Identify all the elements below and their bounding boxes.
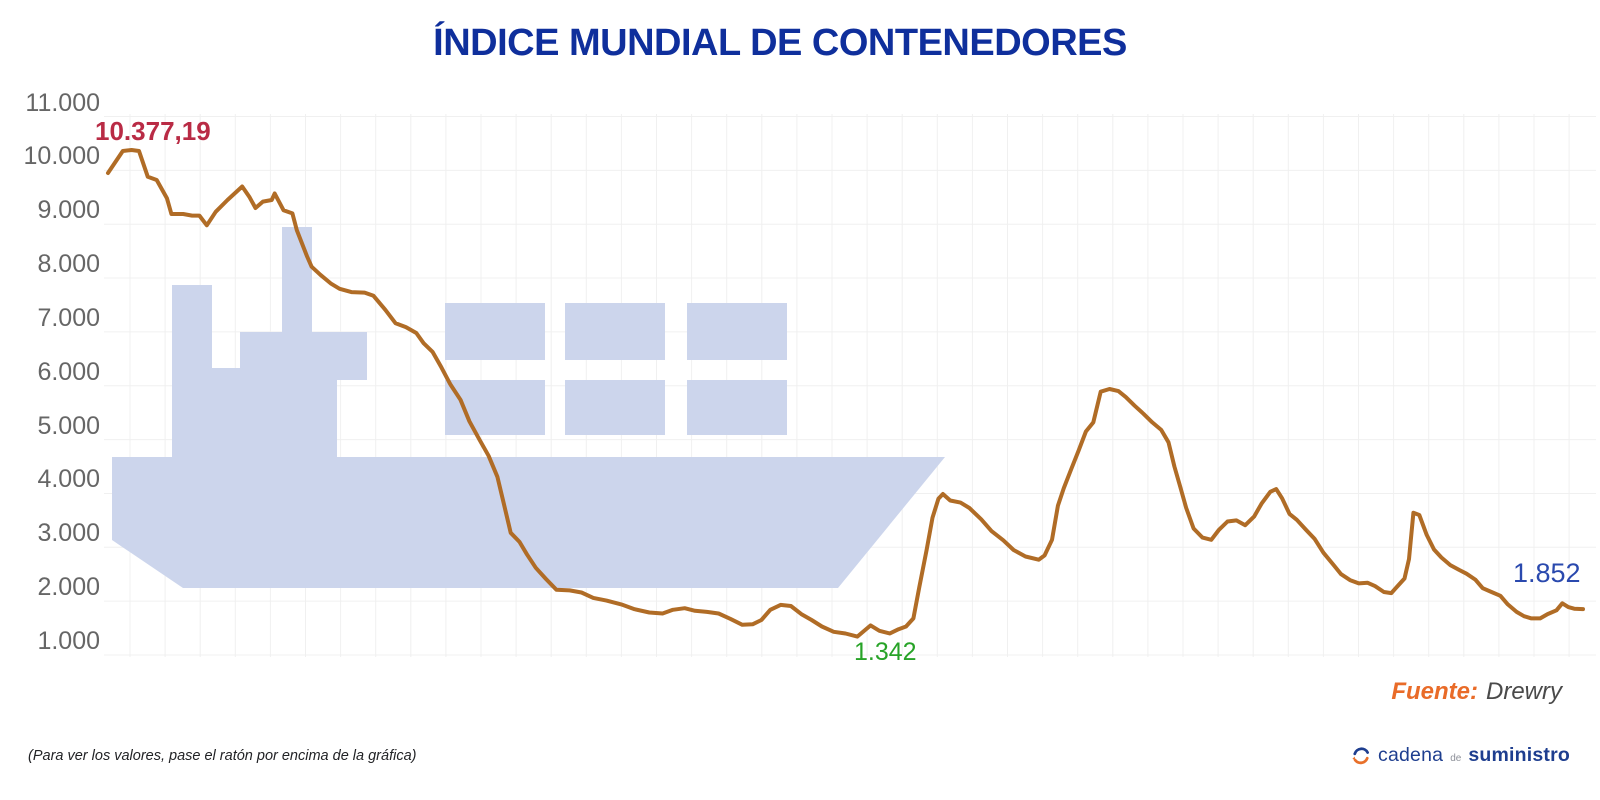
- y-axis-tick-label: 3.000: [37, 519, 100, 548]
- container-stack: [445, 303, 545, 360]
- container-stack: [687, 303, 787, 360]
- ship-deckhouse: [240, 332, 337, 460]
- ship-deckhouse-wing: [337, 332, 367, 380]
- y-axis-tick-label: 1.000: [37, 627, 100, 655]
- y-axis-tick-label: 7.000: [37, 303, 100, 332]
- y-axis-tick-label: 5.000: [37, 411, 100, 440]
- logo-word-suministro: suministro: [1468, 744, 1570, 766]
- ship-funnel: [282, 227, 312, 333]
- container-stack: [565, 303, 665, 360]
- chart-title: ÍNDICE MUNDIAL DE CONTENEDORES: [433, 22, 1127, 64]
- min-value-label: 1.342: [854, 638, 917, 666]
- y-axis-tick-label: 4.000: [37, 465, 100, 494]
- index-line-series[interactable]: [106, 148, 1585, 639]
- sync-logo-icon: [1352, 746, 1369, 764]
- container-stack: [445, 380, 545, 435]
- ship-watermark: [112, 227, 945, 588]
- y-axis-tick-label: 9.000: [37, 196, 100, 225]
- logo-word-cadena: cadena: [1378, 744, 1444, 766]
- container-stack: [687, 380, 787, 435]
- source-name: Drewry: [1486, 678, 1562, 705]
- cadena-de-suministro-logo[interactable]: cadena de suministro: [1350, 744, 1570, 767]
- hover-hint-note: (Para ver los valores, pase el ratón por…: [28, 748, 417, 764]
- y-axis-tick-label: 8.000: [37, 250, 100, 279]
- source-label: Fuente:: [1391, 678, 1478, 705]
- y-axis-tick-label: 2.000: [37, 573, 100, 602]
- ship-hull: [112, 457, 945, 588]
- last-value-label: 1.852: [1513, 558, 1581, 588]
- source-credit: Fuente: Drewry: [1391, 678, 1562, 706]
- peak-value-label: 10.377,19: [95, 116, 211, 146]
- logo-word-de: de: [1450, 753, 1462, 764]
- y-axis-tick-label: 10.000: [23, 142, 100, 171]
- ship-bridge-tower: [172, 285, 212, 460]
- container-stack: [565, 380, 665, 435]
- y-axis-tick-label: 6.000: [37, 357, 100, 386]
- ship-bridge-step: [212, 368, 240, 460]
- y-axis-tick-label: 11.000: [25, 88, 100, 117]
